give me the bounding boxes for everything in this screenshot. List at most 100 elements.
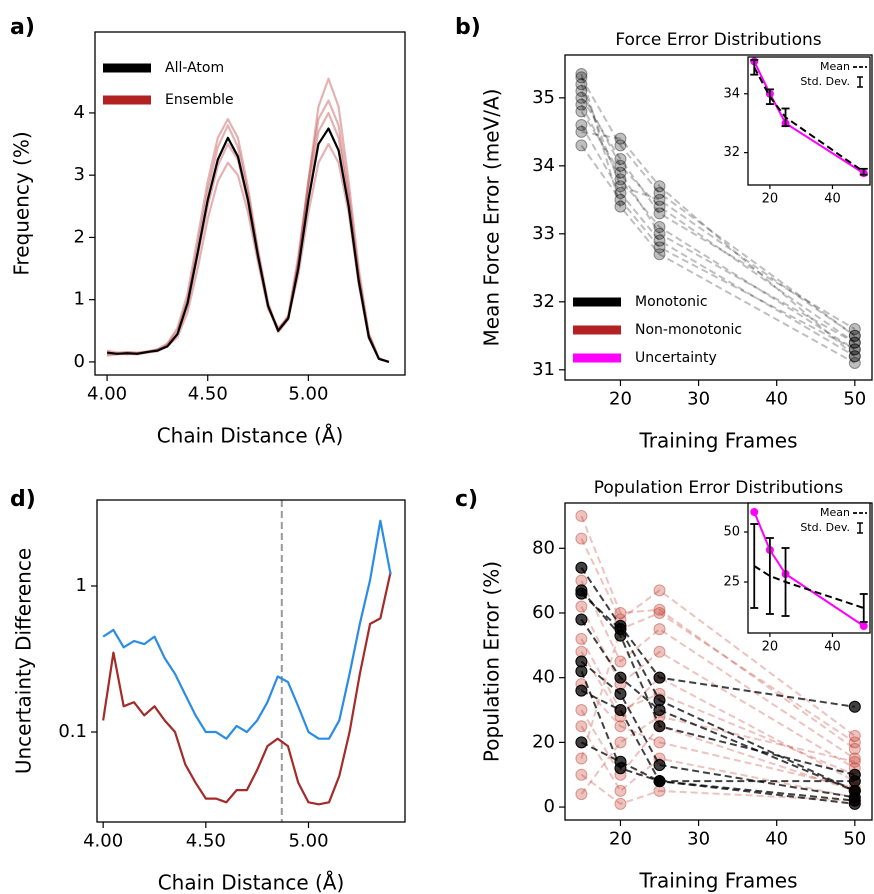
- y-tick-label: 0: [544, 796, 555, 817]
- point: [614, 687, 627, 700]
- point: [653, 241, 666, 254]
- x-tick-label: 50: [843, 829, 866, 850]
- y-axis-label: Mean Force Error (meV/A): [480, 89, 504, 347]
- x-axis-label: Training Frames: [638, 429, 797, 453]
- point: [575, 71, 588, 84]
- point: [575, 85, 588, 98]
- point: [614, 797, 627, 810]
- point: [653, 200, 666, 213]
- plot: 20 30 40 50 0 20 40 60 80: [532, 502, 873, 850]
- point: [653, 694, 666, 707]
- point: [614, 736, 627, 749]
- point: [848, 794, 861, 807]
- point: [848, 350, 861, 363]
- series-line: [580, 83, 856, 337]
- series-line: [580, 580, 856, 760]
- point: [575, 768, 588, 781]
- point: [653, 584, 666, 597]
- point: [653, 234, 666, 247]
- point: [575, 752, 588, 765]
- error-bar: [781, 107, 790, 128]
- plot: 4.00 4.50 5.00 0 1 2 3 4 All-Atom Ensemble: [74, 31, 406, 405]
- point: [575, 78, 588, 91]
- series-line: [580, 567, 855, 708]
- point: [653, 645, 666, 658]
- series-line: [580, 709, 856, 792]
- point: [614, 720, 627, 733]
- point: [848, 736, 861, 749]
- series-line: [580, 773, 855, 805]
- plot-frame: [96, 499, 406, 823]
- plot-area: [748, 503, 870, 633]
- x-tick-label: 4.50: [188, 384, 228, 405]
- x-tick-label: 20: [762, 191, 779, 206]
- plot-frame: [564, 54, 873, 381]
- series-line: [753, 66, 865, 173]
- point: [575, 665, 588, 678]
- point: [614, 166, 627, 179]
- plot-area: [95, 32, 405, 375]
- x-tick-label: 5.00: [288, 384, 328, 405]
- point: [653, 180, 666, 193]
- y-axis-label: Frequency (%): [10, 131, 34, 275]
- legend-label: Ensemble: [165, 92, 234, 108]
- series-line: [580, 592, 856, 792]
- y-tick-label: 3: [74, 164, 85, 185]
- point: [575, 98, 588, 111]
- point: [848, 329, 861, 342]
- point: [848, 343, 861, 356]
- point: [575, 736, 588, 749]
- point: [653, 193, 666, 206]
- point: [653, 603, 666, 616]
- point: [859, 622, 868, 630]
- plot-area: [97, 500, 405, 822]
- error-bar: [765, 88, 774, 105]
- point: [653, 736, 666, 749]
- panel-label: b): [455, 15, 481, 40]
- point: [653, 623, 666, 636]
- point: [575, 684, 588, 697]
- panel-label: c): [455, 487, 478, 512]
- point: [575, 788, 588, 801]
- y-tick-label: 2: [74, 226, 85, 247]
- series-line: [580, 90, 856, 344]
- point: [848, 752, 861, 765]
- y-tick-label: 40: [532, 667, 555, 688]
- point: [653, 606, 666, 619]
- point: [750, 508, 759, 516]
- x-tick-label: 5.00: [288, 831, 328, 852]
- point: [614, 200, 627, 213]
- point: [614, 153, 627, 166]
- legend-label: Uncertainty: [635, 350, 717, 366]
- x-tick-label: 50: [843, 389, 866, 410]
- point: [614, 784, 627, 797]
- panel-label: a): [10, 15, 35, 40]
- error-bar: [781, 547, 790, 617]
- point: [575, 587, 588, 600]
- x-tick-label: 40: [824, 639, 841, 654]
- x-axis-label: Chain Distance (Å): [157, 424, 344, 448]
- point: [575, 509, 588, 522]
- series-line: [753, 511, 865, 627]
- point: [575, 68, 588, 81]
- x-axis-label: Training Frames: [638, 869, 797, 893]
- y-tick-label: 0: [74, 351, 85, 372]
- y-tick-label: 20: [532, 731, 555, 752]
- series-line: [106, 127, 390, 363]
- y-tick-label: 33: [532, 223, 555, 244]
- point: [848, 742, 861, 755]
- x-tick-label: 4.50: [186, 831, 226, 852]
- series-line: [580, 660, 855, 799]
- inset: 20 40 32 34 Mean Std. Dev.: [723, 56, 871, 206]
- point: [575, 119, 588, 132]
- y-axis-label: Uncertainty Difference: [12, 548, 36, 774]
- series-line: [581, 130, 856, 357]
- series-line: [580, 638, 856, 776]
- point: [575, 704, 588, 717]
- point: [653, 759, 666, 772]
- point: [575, 561, 588, 574]
- error-bar: [750, 523, 759, 609]
- x-tick-label: 4.00: [87, 384, 127, 405]
- point: [575, 105, 588, 118]
- error-bar: [765, 537, 774, 615]
